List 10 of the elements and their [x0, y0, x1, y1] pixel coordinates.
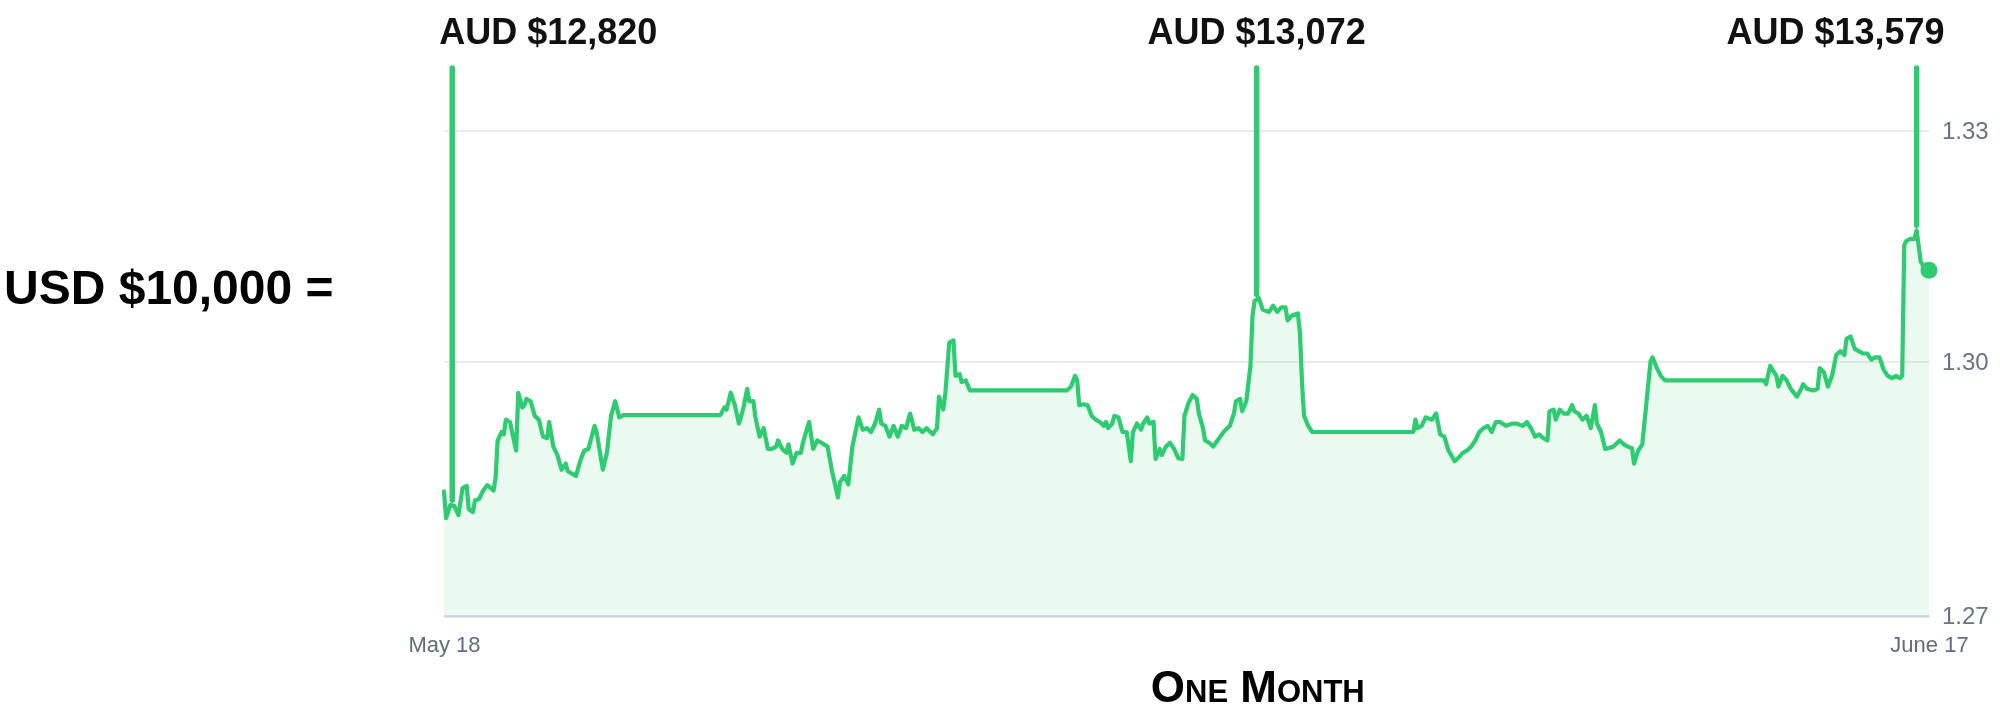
annotation: AUD $13,579 [1726, 11, 1945, 52]
y-axis-title: USD $10,000 = [4, 260, 334, 314]
x-tick-label: May 18 [408, 631, 481, 657]
y-tick-label: 1.33 [1942, 117, 1989, 145]
y-tick-label: 1.27 [1942, 602, 1989, 630]
annotation: AUD $13,072 [1147, 11, 1366, 52]
x-axis-title: One Month [1150, 661, 1365, 711]
y-tick-label: 1.30 [1942, 348, 1989, 376]
x-tick-label: June 17 [1890, 631, 1969, 657]
annotation: AUD $12,820 [439, 11, 658, 52]
